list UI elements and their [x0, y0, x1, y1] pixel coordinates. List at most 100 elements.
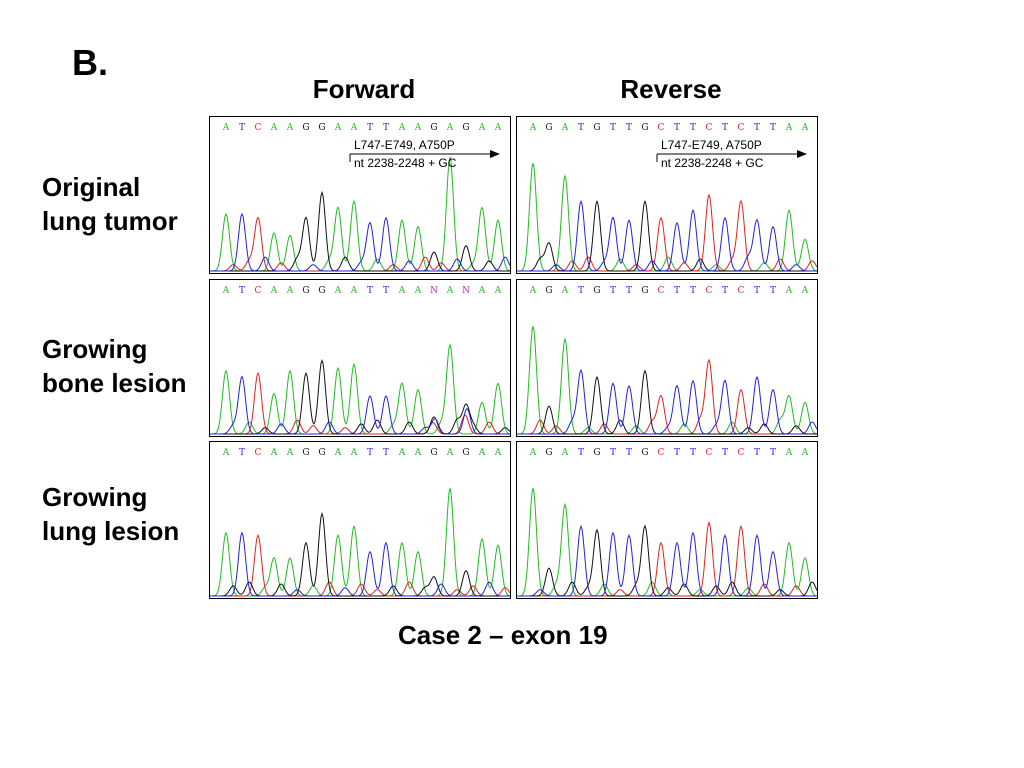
base-call-letter: A — [494, 448, 502, 458]
trace-line-a — [210, 156, 510, 272]
base-call-letter: A — [561, 123, 569, 133]
base-call-letter: A — [446, 286, 454, 296]
base-call-letter: T — [383, 448, 389, 458]
base-call-letter: A — [334, 286, 342, 296]
base-call-letter: C — [706, 286, 713, 296]
base-call-letter: A — [414, 448, 422, 458]
row-label-line2: lung lesion — [42, 516, 180, 546]
trace-line-a — [517, 163, 817, 272]
base-call-letter: T — [626, 448, 632, 458]
base-call-letter: G — [462, 123, 469, 133]
base-call-letter: T — [383, 123, 389, 133]
trace-line-c — [210, 533, 510, 597]
row-label-line2: bone lesion — [42, 368, 187, 398]
base-call-letter: G — [641, 448, 648, 458]
base-call-letter: A — [785, 123, 793, 133]
base-call-letter: G — [318, 448, 325, 458]
chromatogram-reverse-original: A G A T G T T G C T T C T C T T A A L747-E749, A750P nt 223… — [516, 116, 818, 274]
mutation-annotation: L747-E749, A750P nt 2238-2248 + GC — [656, 138, 807, 170]
base-call-letter: A — [286, 123, 294, 133]
row-label-line1: Original — [42, 172, 141, 202]
base-call-letter: G — [302, 448, 309, 458]
row-label-growing-lung-lesion: Growing lung lesion — [42, 480, 179, 548]
base-call-letter: C — [255, 286, 262, 296]
base-call-letter: A — [350, 448, 358, 458]
base-call-letter: A — [446, 123, 454, 133]
base-call-letter: T — [239, 123, 245, 133]
base-call-letter: G — [318, 286, 325, 296]
base-call-letter: T — [770, 448, 776, 458]
base-call-letter: A — [414, 123, 422, 133]
base-call-letter: A — [494, 286, 502, 296]
trace-line-t — [210, 531, 510, 597]
base-call-letter: A — [222, 123, 230, 133]
base-call-letter: G — [430, 448, 437, 458]
base-call-letter: T — [367, 448, 373, 458]
base-call-letter: A — [286, 448, 294, 458]
base-call-letter: G — [302, 286, 309, 296]
base-call-letter: T — [383, 286, 389, 296]
trace-line-t — [210, 375, 510, 435]
annotation-line1: L747-E749, A750P — [354, 138, 455, 152]
base-call-letter: T — [626, 123, 632, 133]
base-call-letter: A — [350, 286, 358, 296]
base-call-letter: C — [738, 123, 745, 133]
trace-line-a — [517, 488, 817, 597]
base-call-letter: G — [318, 123, 325, 133]
base-call-letter: A — [478, 448, 486, 458]
base-call-letter: T — [722, 123, 728, 133]
base-call-letter: A — [334, 448, 342, 458]
base-call-letter: T — [674, 286, 680, 296]
base-call-letter: G — [641, 123, 648, 133]
base-call-letter: A — [350, 123, 358, 133]
base-call-letter: T — [674, 448, 680, 458]
column-header-reverse: Reverse — [620, 74, 722, 104]
base-call-letter: C — [255, 448, 262, 458]
base-call-letter: T — [626, 286, 632, 296]
base-call-letter: T — [239, 286, 245, 296]
base-call-letter: A — [785, 448, 793, 458]
row-label-original-lung-tumor: Original lung tumor — [42, 170, 178, 238]
base-call-letter: C — [738, 448, 745, 458]
row-label-line1: Growing — [42, 482, 148, 512]
annotation-arrow-head — [797, 150, 807, 158]
base-call-letter: A — [270, 123, 278, 133]
trace-line-t — [517, 199, 817, 272]
base-call-letter: T — [722, 448, 728, 458]
base-call-letter: G — [302, 123, 309, 133]
base-call-letter: N — [462, 286, 470, 296]
base-call-letter: A — [801, 286, 809, 296]
base-call-letter: T — [578, 448, 584, 458]
base-call-letter: A — [529, 448, 537, 458]
row-label-line2: lung tumor — [42, 206, 178, 236]
annotation-line2: nt 2238-2248 + GC — [661, 156, 764, 170]
base-call-letter: G — [641, 286, 648, 296]
base-call-letter: G — [545, 286, 552, 296]
base-call-letter: T — [770, 286, 776, 296]
base-call-letter: T — [690, 123, 696, 133]
base-call-letter: T — [690, 286, 696, 296]
column-header-forward: Forward — [312, 74, 416, 104]
base-call-letter: T — [578, 123, 584, 133]
base-call-letter: G — [545, 448, 552, 458]
base-call-letter: G — [462, 448, 469, 458]
trace-line-g — [517, 524, 817, 597]
base-call-letter: T — [722, 286, 728, 296]
annotation-line1: L747-E749, A750P — [661, 138, 762, 152]
base-call-letter: T — [239, 448, 245, 458]
annotation-arrow-head — [490, 150, 500, 158]
trace-line-g — [210, 358, 510, 435]
row-label-line1: Growing — [42, 334, 148, 364]
base-call-letter: G — [593, 123, 600, 133]
trace-line-c — [210, 371, 510, 435]
base-call-letter: A — [414, 286, 422, 296]
base-call-letter: A — [334, 123, 342, 133]
base-call-letter: A — [286, 286, 294, 296]
base-call-letter: C — [706, 123, 713, 133]
